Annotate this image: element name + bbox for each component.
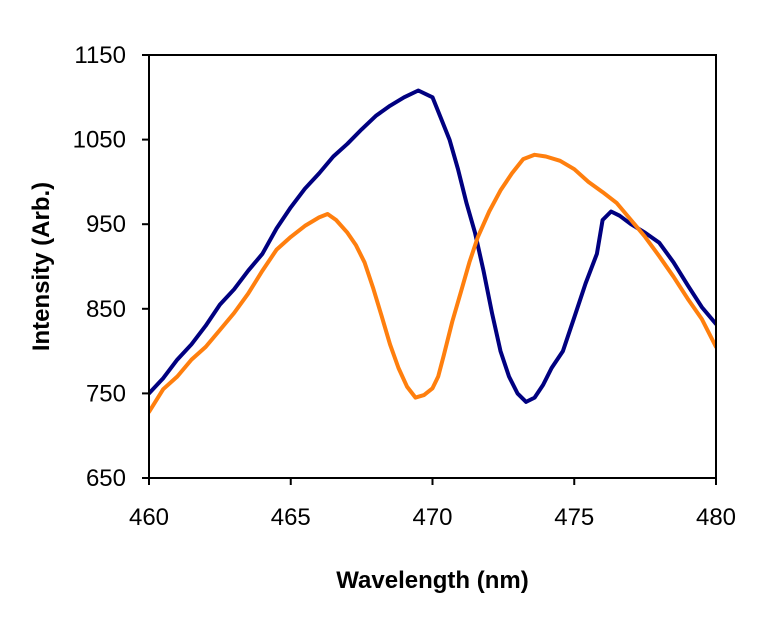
series-line-orange	[149, 152, 716, 414]
y-tick-label: 850	[86, 296, 126, 323]
series-line-navy	[149, 88, 716, 404]
plot-frame	[148, 54, 717, 479]
y-tick-label: 650	[86, 465, 126, 492]
y-tick-label: 750	[86, 380, 126, 407]
series-group	[149, 88, 716, 414]
x-tick-label: 470	[412, 504, 452, 531]
x-tick-label: 475	[554, 504, 594, 531]
axes: 460 465 470 475 480 650 750 850 950 1050 1150	[73, 42, 736, 531]
x-tick-label: 465	[271, 504, 311, 531]
x-tick-label: 480	[696, 504, 736, 531]
y-tick-label: 1150	[74, 42, 126, 69]
x-axis-title: Wavelength (nm)	[336, 567, 528, 594]
plot-area	[149, 88, 716, 414]
y-tick-label: 1050	[73, 127, 126, 154]
y-axis-title: Intensity (Arb.)	[28, 182, 55, 351]
y-tick-label: 950	[86, 211, 126, 238]
x-tick-label: 460	[129, 504, 169, 531]
